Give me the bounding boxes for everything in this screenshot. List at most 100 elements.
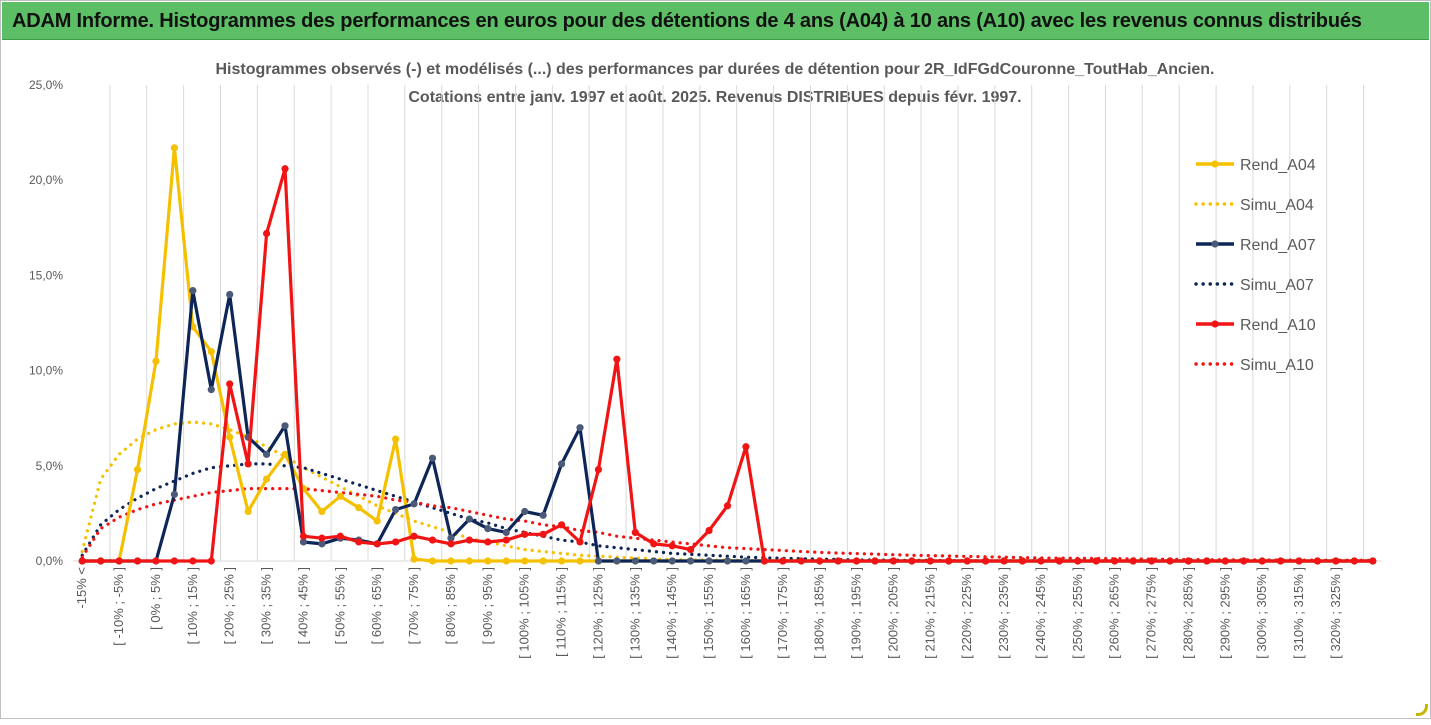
data-point (318, 507, 326, 516)
data-point (465, 536, 473, 544)
data-point (816, 557, 824, 565)
data-point (262, 450, 271, 458)
x-tick-label: [ 80% ; 85% ] (443, 567, 458, 644)
data-point (262, 475, 271, 483)
y-axis: 0,0% 5,0% 10,0% 15,0% 20,0% 25,0% (29, 78, 63, 568)
data-point (631, 528, 639, 537)
chart-area: Histogrammes observés (-) et modélisés (… (1, 40, 1431, 720)
series-simu-a07 (80, 462, 1375, 563)
x-tick-label: [ 140% ; 145% ] (664, 567, 679, 659)
data-point (502, 528, 510, 537)
x-tick-label: [ 320% ; 325% ] (1328, 567, 1343, 659)
data-point (889, 557, 898, 565)
y-tick-label: 10,0% (29, 364, 63, 378)
data-point (410, 555, 418, 563)
data-point (133, 466, 142, 474)
gridlines (73, 85, 1382, 562)
data-point (926, 557, 934, 565)
data-point (539, 557, 547, 565)
x-tick-label: [ 60% ; 65% ] (369, 567, 384, 644)
legend: Rend_A04 Simu_A04 Rend_A07 Simu_A07 Rend_A10… (1194, 157, 1316, 374)
x-tick-label: [ -10% ; -5% ] (111, 567, 126, 646)
data-point (576, 557, 584, 565)
data-point (336, 492, 344, 500)
x-tick-label: [ 270% ; 275% ] (1144, 567, 1159, 659)
series-layer (78, 144, 1377, 565)
data-point (1276, 557, 1285, 565)
legend-label: Simu_A10 (1240, 357, 1314, 374)
data-point (742, 557, 750, 565)
series-rend-a07 (78, 287, 1377, 565)
x-tick-label: [ 10% ; 15% ] (185, 567, 200, 644)
banner-title: ADAM Informe. Histogrammes des performan… (12, 10, 1362, 32)
x-tick-label: [ 100% ; 105% ] (517, 567, 532, 659)
data-point (1240, 557, 1248, 565)
data-point (557, 557, 566, 565)
data-point (1037, 557, 1045, 565)
data-point (392, 435, 400, 443)
data-point (576, 424, 584, 432)
histogram-chart: Histogrammes observés (-) et modélisés (… (29, 61, 1382, 659)
legend-label: Simu_A07 (1240, 277, 1314, 294)
data-point (742, 443, 750, 451)
data-point (779, 557, 787, 565)
data-point (170, 557, 179, 565)
legend-label: Rend_A10 (1240, 317, 1316, 334)
y-tick-label: 15,0% (29, 268, 63, 282)
data-point (447, 557, 455, 565)
data-point (78, 557, 86, 565)
x-tick-label: [ 170% ; 175% ] (775, 567, 790, 659)
data-point (502, 557, 510, 565)
x-tick-label: [ 150% ; 155% ] (701, 567, 716, 659)
legend-marker (1211, 160, 1219, 168)
legend-label: Simu_A04 (1240, 197, 1314, 214)
x-tick-label: [ 290% ; 295% ] (1217, 567, 1232, 659)
data-point (428, 536, 437, 544)
data-point (465, 557, 473, 565)
data-point (705, 557, 713, 565)
legend-item: Rend_A10 (1196, 317, 1316, 334)
data-point (115, 557, 123, 565)
data-point (207, 557, 215, 565)
y-tick-label: 5,0% (36, 459, 64, 473)
data-point (1074, 557, 1082, 565)
x-tick-label: [ 50% ; 55% ] (332, 567, 347, 644)
data-point (1350, 557, 1358, 565)
data-point (410, 500, 418, 508)
data-point (447, 540, 455, 548)
y-tick-label: 0,0% (36, 554, 64, 568)
data-point (668, 542, 676, 550)
data-point (594, 466, 603, 474)
data-point (1332, 557, 1340, 565)
x-tick-label: [ 220% ; 225% ] (959, 567, 974, 659)
data-point (299, 538, 308, 546)
data-point (1369, 557, 1377, 565)
data-point (318, 534, 326, 542)
data-point (355, 504, 363, 512)
x-tick-label: [ 310% ; 315% ] (1291, 567, 1306, 659)
data-point (502, 536, 510, 544)
x-tick-label: [ 260% ; 265% ] (1107, 567, 1122, 659)
x-tick-label: [ 280% ; 285% ] (1180, 567, 1195, 659)
resize-handle[interactable] (1416, 704, 1428, 716)
chart-subtitle: Cotations entre janv. 1997 et août. 2025… (408, 89, 1021, 106)
data-point (963, 557, 971, 565)
data-point (170, 144, 179, 152)
x-tick-label: [ 0% ; 5% ] (148, 567, 163, 630)
data-point (447, 534, 455, 542)
legend-item: Rend_A04 (1196, 157, 1316, 174)
data-point (410, 532, 418, 540)
data-point (687, 545, 695, 554)
x-tick-label: [ 250% ; 255% ] (1070, 567, 1085, 659)
data-point (262, 229, 271, 238)
data-point (428, 557, 437, 565)
data-point (355, 538, 363, 546)
legend-marker (1211, 240, 1219, 248)
x-tick-label: [ 210% ; 215% ] (922, 567, 937, 659)
legend-item: Simu_A04 (1194, 197, 1314, 214)
x-tick-label: -15% < (74, 567, 89, 609)
data-point (521, 557, 529, 565)
data-point (484, 538, 492, 546)
data-point (852, 557, 861, 565)
